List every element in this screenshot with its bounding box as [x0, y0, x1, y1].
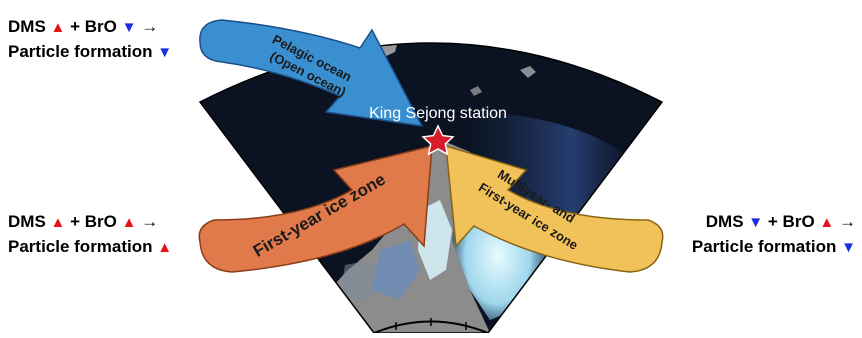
triangle-up-icon: ▲	[121, 214, 137, 231]
particle-formation-label: Particle formation	[691, 237, 837, 256]
triangle-up-icon: ▲	[819, 214, 835, 231]
plus-sign: +	[767, 212, 778, 231]
island	[520, 66, 536, 78]
plus-sign: +	[70, 17, 81, 36]
pelagic-ocean-arrow	[199, 19, 424, 127]
legend-top-left-row2: Particle formation ▼	[8, 40, 172, 65]
right-arrow-icon: →	[141, 212, 159, 231]
legend-middle-left: DMS ▲ + BrO ▲ → Particle formation ▲	[8, 210, 172, 260]
station-label: King Sejong station	[369, 105, 507, 122]
triangle-up-icon: ▲	[157, 239, 173, 256]
bro-label: BrO	[84, 17, 117, 36]
triangle-up-icon: ▲	[50, 19, 66, 36]
dms-label: DMS	[705, 212, 744, 231]
legend-right-row1: DMS ▼ + BrO ▲ →	[692, 210, 856, 235]
sea-ice-edge	[372, 240, 420, 300]
bro-label: BrO	[782, 212, 815, 231]
right-arrow-icon: →	[141, 17, 159, 36]
island	[540, 43, 576, 58]
triangle-down-icon: ▼	[121, 19, 137, 36]
legend-middle-left-row2: Particle formation ▲	[8, 235, 172, 260]
dms-label: DMS	[8, 212, 46, 231]
bro-label: BrO	[84, 212, 117, 231]
right-arrow-icon: →	[839, 212, 856, 231]
dms-label: DMS	[8, 17, 46, 36]
legend-middle-left-row1: DMS ▲ + BrO ▲ →	[8, 210, 172, 235]
triangle-down-icon: ▼	[841, 239, 856, 256]
legend-right-row2: Particle formation ▼	[692, 235, 856, 260]
triangle-down-icon: ▼	[748, 214, 764, 231]
legend-top-left: DMS ▲ + BrO ▼ → Particle formation ▼	[8, 15, 172, 65]
particle-formation-label: Particle formation	[8, 42, 153, 61]
first-year-ice-arrow	[198, 145, 433, 273]
particle-formation-label: Particle formation	[8, 237, 153, 256]
legend-right: DMS ▼ + BrO ▲ → Particle formation ▼	[692, 210, 856, 260]
island	[470, 86, 482, 96]
legend-top-left-row1: DMS ▲ + BrO ▼ →	[8, 15, 172, 40]
triangle-down-icon: ▼	[157, 44, 173, 61]
station-star-icon	[421, 124, 455, 156]
plus-sign: +	[70, 212, 81, 231]
triangle-up-icon: ▲	[50, 214, 66, 231]
